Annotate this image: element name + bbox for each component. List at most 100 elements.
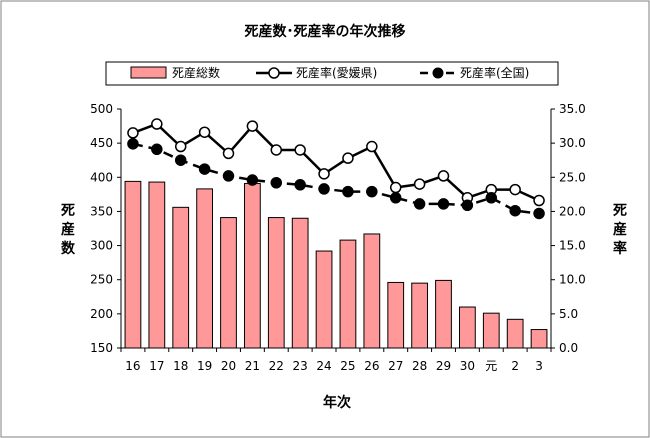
bar (482, 312, 500, 349)
point-national (533, 207, 545, 220)
line-series (127, 118, 545, 220)
y-tick-label-right: 5.0 (559, 307, 578, 321)
x-tick-label: 20 (221, 359, 236, 373)
point-national (318, 183, 330, 195)
bar (315, 250, 333, 349)
point-national (127, 138, 139, 150)
point-national (294, 179, 306, 191)
bar (148, 181, 166, 349)
x-tick-label: 25 (340, 359, 355, 373)
y-tick-label-right: 25.0 (559, 170, 586, 184)
point-national (389, 192, 402, 204)
point-national (198, 163, 211, 175)
x-tick-label: 24 (316, 359, 331, 373)
legend: 死産総数 死産率(愛媛県) 死産率(全国) (105, 61, 559, 86)
x-tick-label: 2 (511, 359, 519, 373)
point-ehime (389, 181, 402, 194)
bar (244, 182, 261, 349)
legend-swatch-bar (130, 66, 167, 79)
x-tick-label: 22 (269, 359, 284, 373)
x-tick-label: 27 (388, 359, 403, 373)
bar (530, 329, 548, 349)
point-ehime (533, 194, 545, 207)
point-national (174, 154, 187, 166)
point-ehime (318, 168, 330, 180)
point-national (413, 198, 426, 210)
axis-title-char: 死 (612, 203, 627, 219)
y-tick-label-left: 200 (90, 307, 113, 321)
bar (220, 217, 237, 349)
axis-title-char: 産 (613, 221, 627, 238)
y-tick-label-left: 450 (90, 136, 113, 150)
y-tick-label-left: 350 (90, 204, 113, 218)
bar (435, 279, 452, 349)
x-tick-label: 21 (245, 359, 260, 373)
point-ehime (270, 144, 283, 156)
point-national (461, 199, 474, 212)
x-tick-label: 19 (197, 359, 212, 373)
x-axis-title: 年次 (323, 394, 351, 411)
point-national (246, 174, 259, 186)
legend-box (105, 61, 559, 86)
bar (363, 233, 381, 349)
x-tick-label: 17 (149, 359, 164, 373)
point-national (270, 176, 283, 189)
axis-title-text: 死産数 (60, 203, 76, 257)
y-tick-label-left: 400 (90, 170, 113, 184)
x-tick-label: 3 (535, 359, 543, 373)
point-ehime (174, 140, 187, 153)
axis-title-char: 率 (613, 240, 627, 257)
legend-marker-ehime (268, 67, 280, 79)
x-tick-label: 28 (412, 359, 427, 373)
point-national (485, 192, 498, 204)
y-tick-label-right: 20.0 (559, 204, 586, 218)
point-national (222, 170, 235, 182)
bar-series (124, 180, 548, 349)
bar (267, 217, 285, 349)
point-national (509, 204, 521, 217)
point-national (342, 185, 354, 198)
x-tick-label: 23 (293, 359, 308, 373)
point-ehime (342, 152, 354, 164)
y-tick-label-right: 35.0 (559, 102, 586, 116)
point-ehime (127, 127, 139, 139)
x-tick-label: 元 (485, 359, 497, 373)
axes: 150 200 250 300 350 400 450 500 0.0 5.0 10.0 15.0 20… (90, 102, 586, 373)
legend-marker-national (432, 67, 444, 79)
axis-title-char: 産 (61, 221, 75, 238)
point-ehime (294, 144, 306, 156)
y-tick-label-left: 150 (90, 341, 113, 355)
point-ehime (151, 118, 163, 130)
y-tick-label-left: 500 (90, 102, 113, 116)
bar (411, 282, 428, 349)
x-tick-label: 30 (460, 359, 475, 373)
bar (124, 180, 142, 349)
x-tick-label: 26 (364, 359, 379, 373)
x-tick-label: 18 (173, 359, 188, 373)
point-ehime (222, 147, 235, 160)
bar (196, 188, 213, 349)
point-ehime (509, 183, 521, 196)
y-tick-label-left: 300 (90, 239, 113, 253)
point-national (151, 143, 163, 156)
x-tick-label: 16 (125, 359, 140, 373)
y-tick-label-right: 15.0 (559, 239, 586, 253)
chart-title: 死産数･死産率の年次推移 (244, 23, 406, 40)
point-ehime (246, 120, 259, 132)
legend-label-bar: 死産総数 (172, 65, 220, 80)
point-ehime (437, 170, 450, 182)
bar (459, 306, 476, 349)
y-tick-label-left: 250 (90, 273, 113, 287)
axis-title-char: 死 (60, 203, 75, 219)
bar (291, 217, 309, 349)
bar (172, 206, 190, 349)
y-axis-title-right: 死産率 (612, 203, 627, 257)
point-ehime (198, 126, 211, 138)
legend-label-national: 死産率(全国) (460, 65, 529, 80)
legend-label-ehime: 死産率(愛媛県) (296, 65, 377, 80)
point-national (366, 185, 378, 198)
axis-title-text: 死産率 (612, 203, 627, 257)
point-national (437, 198, 450, 210)
